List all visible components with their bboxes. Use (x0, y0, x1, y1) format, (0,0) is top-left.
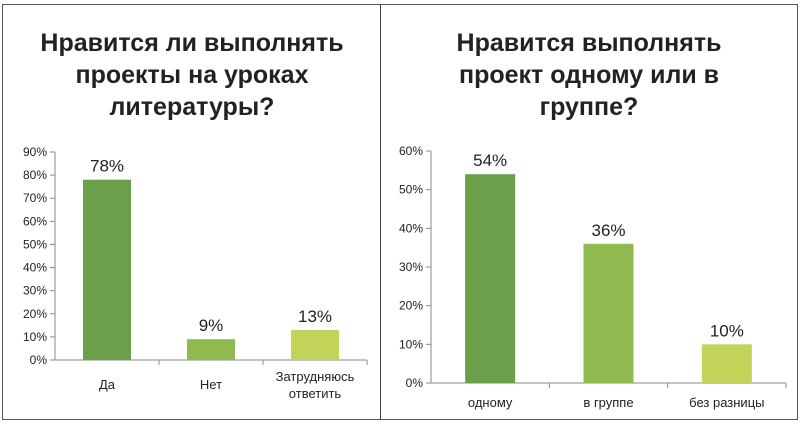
category-label: без разницы (689, 395, 764, 410)
bar (701, 344, 752, 383)
y-tick-label: 40% (23, 261, 47, 275)
data-label: 9% (199, 316, 224, 335)
bar (583, 243, 634, 383)
y-tick-label: 10% (23, 330, 47, 344)
category-label: одному (468, 395, 513, 410)
y-tick-label: 60% (23, 214, 47, 228)
category-label: ответить (289, 386, 342, 401)
y-tick-label: 50% (399, 183, 423, 197)
data-label: 78% (90, 157, 124, 176)
bar (187, 339, 235, 360)
chart-title-line-2: проект одному или в (458, 61, 720, 89)
bar-chart-svg: 0% 10% 20% 30% 40% 50% 60% 70% 80% 90% 78% Да 9% Нет 1… (23, 145, 368, 401)
chart-title-line-3: группе? (539, 93, 639, 121)
data-label: 13% (298, 307, 332, 326)
y-tick-label: 20% (399, 299, 423, 313)
chart-title-line-3: литературы? (109, 93, 275, 121)
chart-title: Нравится ли выполнять проекты на уроках … (3, 27, 381, 123)
data-label: 54% (473, 151, 507, 170)
chart-solo-or-group: Нравится выполнять проект одному или в г… (380, 4, 798, 420)
y-tick-label: 0% (406, 376, 424, 390)
y-tick-label: 40% (399, 221, 423, 235)
category-label: в группе (583, 395, 633, 410)
data-label: 36% (591, 221, 625, 240)
y-tick-label: 90% (23, 145, 47, 159)
bar (465, 174, 516, 383)
bar (83, 179, 131, 360)
chart-title-line-1: Нравится ли выполнять (40, 29, 344, 57)
chart-title-line-2: проекты на уроках (75, 61, 309, 89)
y-tick-label: 0% (30, 353, 48, 367)
data-label: 10% (710, 321, 744, 340)
y-tick-label: 20% (23, 307, 47, 321)
y-tick-label: 70% (23, 191, 47, 205)
category-label: Затрудняюсь (276, 369, 355, 384)
y-tick-label: 80% (23, 168, 47, 182)
category-label: Да (99, 377, 116, 392)
y-tick-label: 50% (23, 237, 47, 251)
bar-chart-svg: 0% 10% 20% 30% 40% 50% 60% 54% одному 36% в группе… (399, 144, 787, 410)
category-label: Нет (200, 377, 222, 392)
bar (291, 329, 339, 360)
y-tick-label: 30% (23, 284, 47, 298)
chart-literature-projects: Нравится ли выполнять проекты на уроках … (2, 4, 382, 420)
y-tick-label: 30% (399, 260, 423, 274)
chart-title-line-1: Нравится выполнять (456, 29, 722, 57)
y-tick-label: 10% (399, 337, 423, 351)
y-tick-label: 60% (399, 144, 423, 158)
chart-title: Нравится выполнять проект одному или в г… (381, 27, 797, 123)
